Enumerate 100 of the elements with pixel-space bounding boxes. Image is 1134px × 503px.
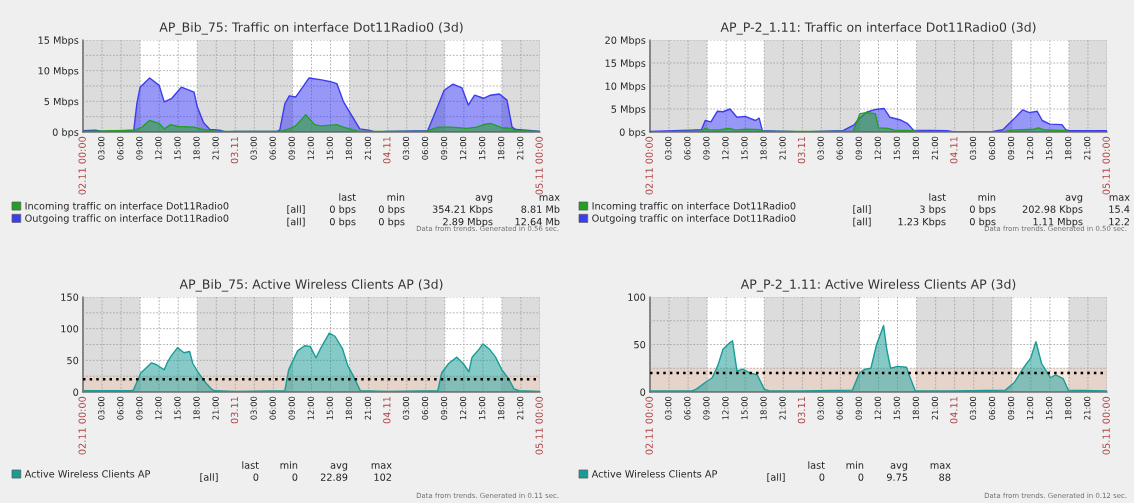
x-tick-label: 21:00 xyxy=(779,396,786,420)
x-tick-label: 15:00 xyxy=(893,396,900,420)
text: 12.2 xyxy=(1109,217,1130,226)
x-tick-label: 12:00 xyxy=(1026,396,1034,420)
text: 3 bps xyxy=(920,205,946,215)
y-tick-label: 100 xyxy=(628,293,646,301)
chart-title: AP_P-2_1.11: Traffic on interface Dot11Radio0 (3d) xyxy=(720,22,1036,35)
text: 0 xyxy=(858,473,864,481)
text: 9.75 xyxy=(886,473,908,481)
text: [all] xyxy=(200,473,218,482)
x-tick-label: 15:00 xyxy=(174,396,181,420)
y-tick-label: 50 xyxy=(67,356,79,365)
x-tick-label: 15:00 xyxy=(1045,136,1053,160)
x-tick-label: 21:00 xyxy=(212,136,219,160)
x-tick-label: 12:00 xyxy=(459,136,467,160)
x-tick-label: 12:00 xyxy=(874,136,881,160)
text: [all] xyxy=(853,205,871,214)
x-tick-label: 06:00 xyxy=(269,396,276,420)
x-tick-label: 03:00 xyxy=(969,136,977,160)
x-tick-label: 21:00 xyxy=(517,136,524,160)
x-tick-label: 18:00 xyxy=(193,396,200,420)
text: 15.4 xyxy=(1109,205,1130,213)
y-tick-label: 5 Mbps xyxy=(611,105,646,115)
text: min xyxy=(280,461,298,469)
legend-label: Active Wireless Clients AP xyxy=(591,470,718,478)
x-tick-label: 05.11 00:00 xyxy=(1102,396,1110,455)
text: [all] xyxy=(287,205,305,214)
legend-label: Incoming traffic on interface Dot11Radio0 xyxy=(25,202,229,212)
text: 1.23 Kbps xyxy=(898,217,946,228)
x-tick-label: 06:00 xyxy=(836,396,843,420)
legend-label: Outgoing traffic on interface Dot11Radio0 xyxy=(592,214,796,224)
text: avg xyxy=(1065,195,1083,203)
x-tick-label: 15:00 xyxy=(478,136,486,160)
text: max xyxy=(930,463,951,469)
x-tick-label: 06:00 xyxy=(421,396,429,420)
legend-label: Outgoing traffic on interface Dot11Radio0 xyxy=(25,214,229,224)
x-tick-label: 12:00 xyxy=(155,396,162,420)
y-tick-label: 15 Mbps xyxy=(38,36,79,46)
text: 88 xyxy=(939,473,951,481)
x-tick-label: 15:00 xyxy=(326,136,333,160)
text: 22.89 xyxy=(320,473,348,481)
chart-title: AP_Bib_75: Traffic on interface Dot11Radio0 (3d) xyxy=(159,22,463,35)
x-tick-label: 18:00 xyxy=(345,136,352,160)
y-tick-label: 150 xyxy=(61,293,79,301)
x-tick-label: 09:00 xyxy=(703,136,710,160)
x-tick-label: 02.11 00:00 xyxy=(645,396,653,455)
x-tick-label: 15:00 xyxy=(326,396,333,420)
x-tick-label: 12:00 xyxy=(307,136,314,160)
x-tick-label: 03:00 xyxy=(402,136,410,160)
x-tick-label: 06:00 xyxy=(988,136,996,160)
x-tick-label: 09:00 xyxy=(288,396,295,420)
x-tick-label: 21:00 xyxy=(931,136,939,160)
x-tick-label: 21:00 xyxy=(931,396,939,420)
y-tick-label: 0 xyxy=(73,388,79,396)
x-tick-label: 18:00 xyxy=(498,396,505,420)
x-tick-label: 06:00 xyxy=(269,136,276,160)
x-tick-label: 18:00 xyxy=(912,136,919,160)
x-tick-label: 04.11 xyxy=(383,397,391,424)
text: 0 bps xyxy=(378,205,405,215)
text: min xyxy=(978,193,996,201)
text: 0 xyxy=(819,473,825,481)
x-tick-label: 09:00 xyxy=(288,136,295,160)
x-tick-label: 09:00 xyxy=(1007,136,1015,160)
text: 0 bps xyxy=(329,217,356,228)
x-tick-label: 05.11 00:00 xyxy=(535,396,543,455)
x-tick-label: 15:00 xyxy=(478,396,486,420)
x-tick-label: 18:00 xyxy=(498,136,505,160)
text: last xyxy=(242,461,259,469)
x-tick-label: 12:00 xyxy=(722,396,729,420)
y-tick-label: 0 bps xyxy=(52,128,79,138)
x-tick-label: 05.11 00:00 xyxy=(535,136,543,195)
y-tick-label: 100 xyxy=(61,325,79,333)
x-tick-label: 03.11 xyxy=(230,137,239,164)
text: 102 xyxy=(374,473,392,481)
text: 0 bps xyxy=(969,205,996,215)
x-tick-label: 18:00 xyxy=(912,396,919,420)
x-tick-label: 02.11 00:00 xyxy=(78,136,86,195)
x-tick-label: 21:00 xyxy=(1084,136,1091,160)
x-tick-label: 09:00 xyxy=(855,396,862,420)
text: max xyxy=(539,195,560,201)
text: min xyxy=(387,193,405,201)
x-tick-label: 21:00 xyxy=(212,396,219,420)
x-tick-label: 03:00 xyxy=(98,136,105,160)
x-tick-label: 18:00 xyxy=(1065,136,1072,160)
x-tick-label: 12:00 xyxy=(1026,136,1034,160)
x-tick-label: 12:00 xyxy=(307,396,314,420)
text: [all] xyxy=(853,217,871,227)
x-tick-label: 06:00 xyxy=(988,396,996,420)
x-tick-label: 03:00 xyxy=(250,396,257,420)
x-tick-label: 18:00 xyxy=(193,136,200,160)
x-tick-label: 03.11 xyxy=(230,397,239,424)
x-tick-label: 21:00 xyxy=(364,396,372,420)
y-tick-label: 5 Mbps xyxy=(44,97,79,108)
text: 0 xyxy=(253,473,259,481)
x-tick-label: 09:00 xyxy=(440,136,448,160)
x-tick-label: 02.11 00:00 xyxy=(78,396,86,455)
x-tick-label: 12:00 xyxy=(874,396,881,420)
x-tick-label: 03.11 xyxy=(797,137,806,164)
x-tick-label: 05.11 00:00 xyxy=(1102,136,1110,195)
legend-label: Active Wireless Clients AP xyxy=(24,470,151,478)
